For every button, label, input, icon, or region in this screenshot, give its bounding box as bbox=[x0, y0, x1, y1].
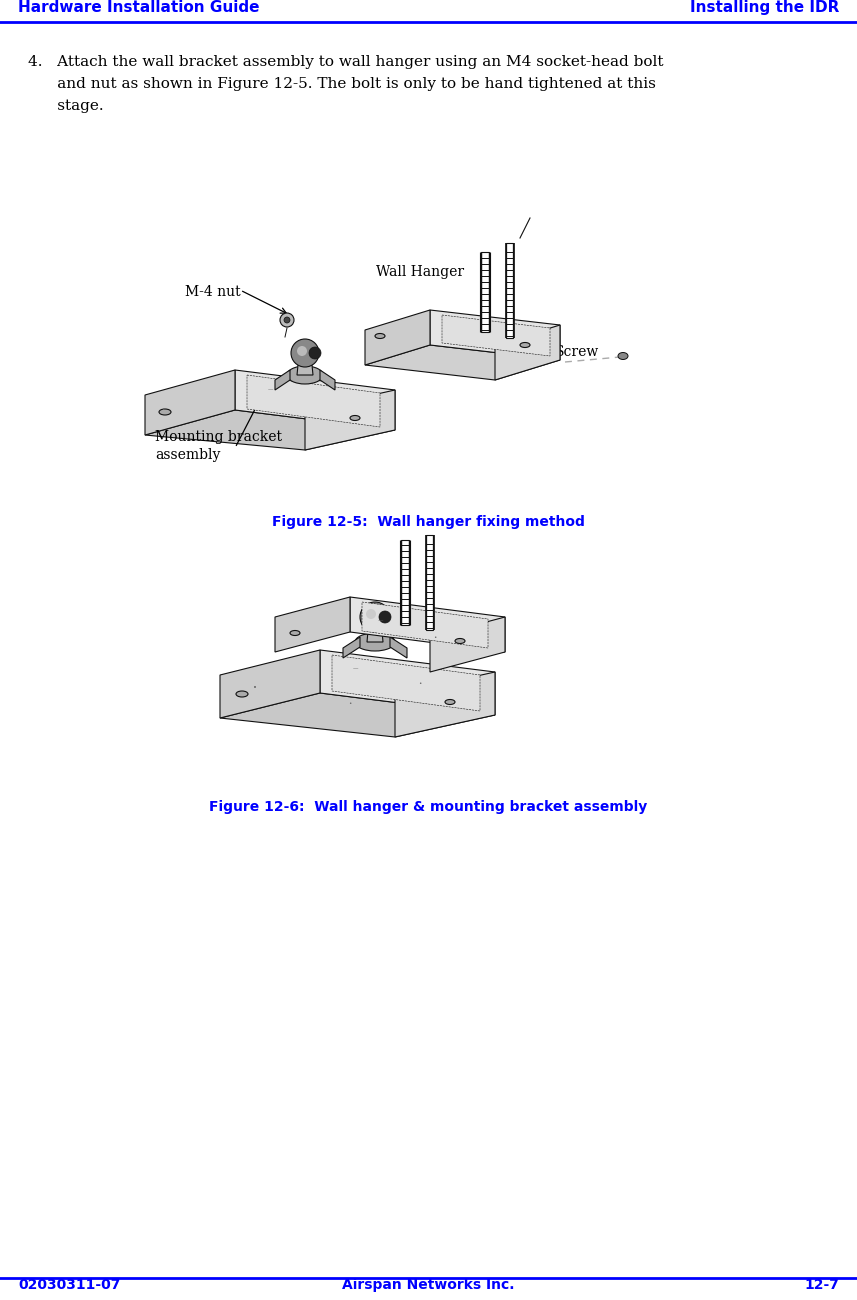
Polygon shape bbox=[350, 597, 505, 653]
Polygon shape bbox=[365, 309, 430, 365]
Polygon shape bbox=[390, 637, 407, 658]
Ellipse shape bbox=[355, 633, 395, 651]
Polygon shape bbox=[235, 370, 395, 430]
Ellipse shape bbox=[350, 416, 360, 420]
Polygon shape bbox=[367, 620, 383, 642]
Ellipse shape bbox=[236, 692, 248, 697]
Ellipse shape bbox=[290, 630, 300, 636]
Polygon shape bbox=[320, 370, 335, 390]
Bar bbox=[427, 536, 434, 630]
Polygon shape bbox=[395, 672, 495, 737]
Text: Screw: Screw bbox=[555, 344, 599, 359]
Circle shape bbox=[291, 339, 319, 367]
Circle shape bbox=[360, 602, 390, 632]
Polygon shape bbox=[332, 655, 480, 711]
Polygon shape bbox=[442, 315, 550, 356]
Polygon shape bbox=[430, 309, 560, 360]
Polygon shape bbox=[495, 325, 560, 380]
Text: —: — bbox=[377, 618, 383, 623]
Text: Airspan Networks Inc.: Airspan Networks Inc. bbox=[342, 1278, 514, 1292]
Text: and nut as shown in Figure 12-5. The bolt is only to be hand tightened at this: and nut as shown in Figure 12-5. The bol… bbox=[28, 77, 656, 91]
Ellipse shape bbox=[159, 410, 171, 415]
Text: Hardware Installation Guide: Hardware Installation Guide bbox=[18, 0, 260, 16]
Ellipse shape bbox=[287, 367, 323, 384]
Polygon shape bbox=[343, 637, 360, 658]
Polygon shape bbox=[275, 370, 290, 390]
Circle shape bbox=[297, 346, 307, 356]
Polygon shape bbox=[362, 602, 488, 647]
Polygon shape bbox=[430, 618, 505, 672]
Ellipse shape bbox=[375, 334, 385, 338]
Text: 02030311-07: 02030311-07 bbox=[18, 1278, 120, 1292]
Bar bbox=[506, 243, 513, 338]
Ellipse shape bbox=[618, 352, 628, 360]
Text: —: — bbox=[352, 666, 357, 671]
Text: Installing the IDR: Installing the IDR bbox=[690, 0, 839, 16]
Text: •: • bbox=[418, 681, 422, 686]
Bar bbox=[481, 252, 489, 332]
Polygon shape bbox=[365, 344, 560, 380]
Polygon shape bbox=[220, 693, 495, 737]
Circle shape bbox=[309, 347, 321, 359]
Text: 12-7: 12-7 bbox=[804, 1278, 839, 1292]
Text: •: • bbox=[161, 407, 165, 412]
Ellipse shape bbox=[520, 342, 530, 347]
Text: Figure 12-6:  Wall hanger & mounting bracket assembly: Figure 12-6: Wall hanger & mounting brac… bbox=[209, 800, 647, 814]
Polygon shape bbox=[305, 390, 395, 450]
Polygon shape bbox=[297, 355, 313, 374]
Text: Figure 12-5:  Wall hanger fixing method: Figure 12-5: Wall hanger fixing method bbox=[272, 515, 584, 529]
Polygon shape bbox=[145, 370, 235, 436]
Polygon shape bbox=[275, 597, 350, 653]
Bar bbox=[401, 540, 409, 625]
Polygon shape bbox=[247, 374, 380, 426]
Text: •: • bbox=[434, 634, 437, 640]
Polygon shape bbox=[320, 650, 495, 715]
Text: —: — bbox=[267, 387, 273, 393]
Circle shape bbox=[366, 608, 376, 619]
Circle shape bbox=[284, 317, 290, 322]
Circle shape bbox=[379, 611, 391, 623]
Circle shape bbox=[280, 313, 294, 328]
Text: stage.: stage. bbox=[28, 99, 104, 113]
Text: M-4 nut: M-4 nut bbox=[185, 285, 241, 299]
Ellipse shape bbox=[455, 638, 465, 644]
Polygon shape bbox=[145, 410, 395, 450]
Text: 4.   Attach the wall bracket assembly to wall hanger using an M4 socket-head bol: 4. Attach the wall bracket assembly to w… bbox=[28, 55, 663, 69]
Ellipse shape bbox=[445, 699, 455, 705]
Text: •: • bbox=[348, 701, 351, 706]
Polygon shape bbox=[220, 650, 320, 718]
Text: Wall Hanger: Wall Hanger bbox=[376, 265, 464, 280]
Text: Mounting bracket: Mounting bracket bbox=[155, 430, 282, 445]
Text: assembly: assembly bbox=[155, 448, 220, 461]
Text: •: • bbox=[253, 685, 257, 692]
